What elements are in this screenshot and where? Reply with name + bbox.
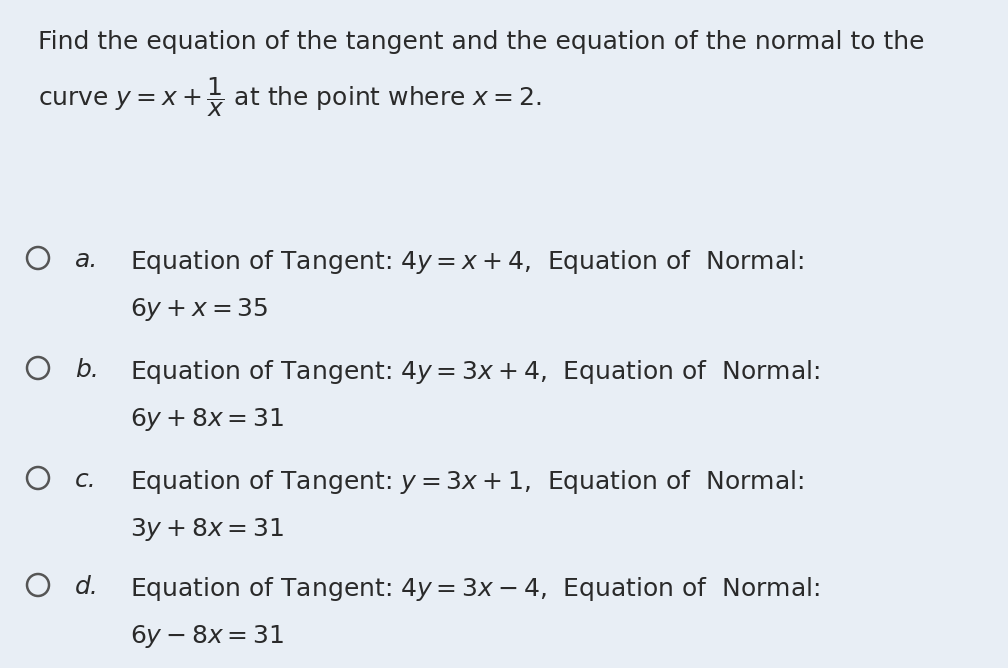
Text: Equation of Tangent: $4y = 3x + 4$,  Equation of  Normal:: Equation of Tangent: $4y = 3x + 4$, Equa… [130, 358, 820, 386]
Text: Equation of Tangent: $4y = 3x - 4$,  Equation of  Normal:: Equation of Tangent: $4y = 3x - 4$, Equa… [130, 575, 820, 603]
Text: $3y + 8x = 31$: $3y + 8x = 31$ [130, 516, 284, 543]
Text: a.: a. [75, 248, 99, 272]
Text: c.: c. [75, 468, 97, 492]
Text: curve $y = x + \dfrac{1}{x}$ at the point where $x = 2$.: curve $y = x + \dfrac{1}{x}$ at the poin… [38, 75, 541, 119]
Text: $6y - 8x = 31$: $6y - 8x = 31$ [130, 623, 284, 650]
Text: b.: b. [75, 358, 99, 382]
Text: d.: d. [75, 575, 99, 599]
Text: Find the equation of the tangent and the equation of the normal to the: Find the equation of the tangent and the… [38, 30, 924, 54]
Text: $6y + 8x = 31$: $6y + 8x = 31$ [130, 406, 284, 433]
Text: Equation of Tangent: $y = 3x + 1$,  Equation of  Normal:: Equation of Tangent: $y = 3x + 1$, Equat… [130, 468, 804, 496]
Text: $6y + x = 35$: $6y + x = 35$ [130, 296, 268, 323]
Text: Equation of Tangent: $4y = x + 4$,  Equation of  Normal:: Equation of Tangent: $4y = x + 4$, Equat… [130, 248, 804, 276]
